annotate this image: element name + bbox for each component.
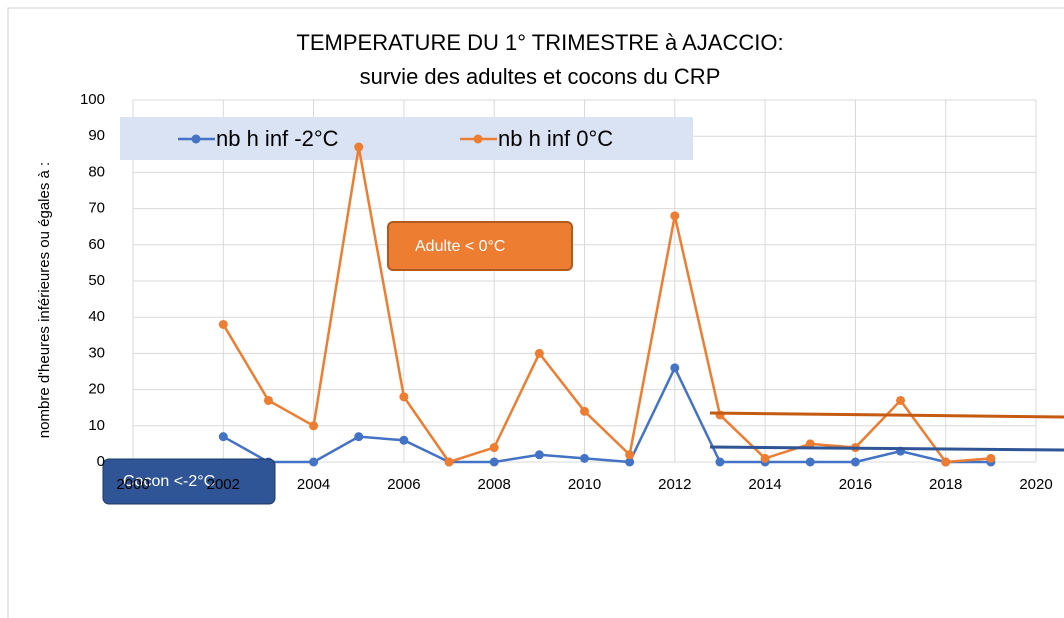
legend-marker xyxy=(191,134,201,144)
point xyxy=(354,432,364,442)
x-tick-label: 2002 xyxy=(207,476,240,493)
point xyxy=(715,457,725,467)
y-tick-label: 70 xyxy=(88,200,105,217)
plot xyxy=(218,142,996,467)
point xyxy=(218,319,228,329)
point xyxy=(580,406,589,416)
trend-arrow xyxy=(709,445,1064,452)
point xyxy=(354,142,364,152)
y-tick-label: 60 xyxy=(88,236,105,253)
point xyxy=(805,439,815,449)
point xyxy=(625,457,635,467)
y-tick-label: 30 xyxy=(88,344,105,361)
point xyxy=(399,435,409,445)
point xyxy=(760,453,770,463)
point xyxy=(941,457,951,467)
y-tick-label: 0 xyxy=(97,453,105,470)
point xyxy=(670,363,680,373)
point xyxy=(805,457,815,467)
x-tick-label: 2000 xyxy=(116,476,149,493)
chart-frame xyxy=(7,7,1064,618)
point xyxy=(309,457,319,467)
grid xyxy=(132,99,1037,463)
x-tick-label: 2012 xyxy=(658,476,691,493)
y-tick-label: 100 xyxy=(80,91,105,108)
chart-subtitle: survie des adultes et cocons du CRP xyxy=(360,64,721,89)
trend-arrow xyxy=(709,411,1064,419)
series-line xyxy=(222,364,991,464)
point xyxy=(625,450,635,460)
point xyxy=(309,421,319,431)
annotation-box xyxy=(102,458,276,505)
x-tick-label: 2016 xyxy=(839,476,872,493)
x-tick-label: 2018 xyxy=(929,476,962,493)
point xyxy=(534,450,544,460)
annotation-box xyxy=(387,221,573,271)
legend-label: nb h inf 0°C xyxy=(498,126,613,151)
point xyxy=(534,348,544,358)
y-tick-label: 80 xyxy=(88,163,105,180)
annotation: Cocon <-2°C xyxy=(123,473,215,490)
point xyxy=(896,395,906,405)
point xyxy=(489,457,499,467)
y-tick-label: 50 xyxy=(88,272,105,289)
point xyxy=(399,392,409,402)
y-tick-label: 40 xyxy=(88,308,105,325)
y-tick-label: 10 xyxy=(88,417,105,434)
y-tick-label: 90 xyxy=(88,127,105,144)
y-tick-label: 20 xyxy=(88,381,105,398)
x-tick-label: 2006 xyxy=(387,476,420,493)
x-tick-label: 2010 xyxy=(568,476,601,493)
point xyxy=(986,453,996,463)
legend-box xyxy=(120,117,693,160)
y-axis-label: nombre d'heures inférieures ou égales à … xyxy=(36,162,53,438)
point xyxy=(218,432,228,442)
legend-marker xyxy=(473,134,483,144)
x-tick-label: 2014 xyxy=(748,476,781,493)
point xyxy=(580,453,589,463)
x-tick-label: 2008 xyxy=(478,476,511,493)
chart-title: TEMPERATURE DU 1° TRIMESTRE à AJACCIO: xyxy=(296,30,783,55)
x-tick-label: 2004 xyxy=(297,476,330,493)
point xyxy=(850,457,860,467)
x-tick-label: 2020 xyxy=(1019,476,1052,493)
point xyxy=(489,443,499,453)
annotation: Adulte < 0°C xyxy=(415,238,505,255)
point xyxy=(444,457,454,467)
series-line xyxy=(222,146,991,464)
legend-label: nb h inf -2°C xyxy=(216,126,339,151)
point xyxy=(670,211,680,221)
point xyxy=(263,395,273,405)
